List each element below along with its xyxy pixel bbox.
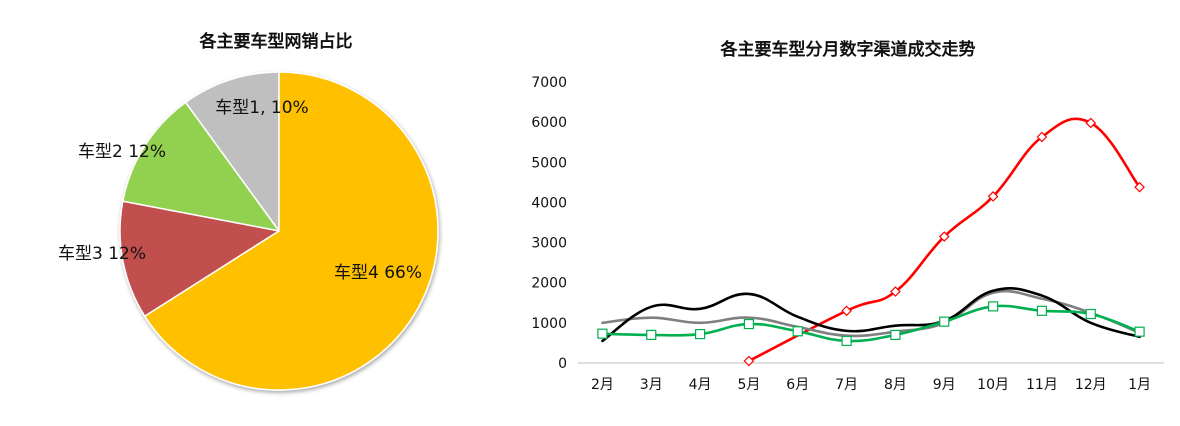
pie-title: 各主要车型网销占比 — [199, 31, 353, 52]
data-point-marker — [1085, 308, 1096, 320]
x-tick-label: 7月 — [835, 377, 858, 393]
series-lines — [601, 117, 1141, 363]
data-point-marker — [792, 326, 803, 337]
data-point-marker — [841, 305, 852, 317]
data-point-marker — [1036, 305, 1048, 316]
data-point-marker — [890, 286, 901, 297]
pie-slice-label: 车型3 12% — [58, 244, 146, 264]
x-tick-label: 9月 — [933, 377, 956, 393]
pie-slice — [121, 101, 281, 233]
pie-slice-label: 车型4 66% — [334, 263, 422, 283]
data-point-marker — [841, 335, 852, 347]
y-tick-label: 7000 — [531, 75, 567, 91]
data-point-marker — [743, 318, 755, 330]
line-title: 各主要车型分月数字渠道成交走势 — [720, 39, 976, 60]
data-point-marker — [987, 191, 999, 202]
y-tick-label: 5000 — [531, 155, 567, 171]
y-tick-label: 0 — [558, 356, 567, 372]
data-point-marker — [1134, 326, 1145, 337]
data-point-marker — [646, 329, 657, 340]
pie-labels: 车型1, 10% 车型2 12% 车型3 12% 车型4 66% — [58, 98, 422, 283]
x-tick-label: 12月 — [1075, 377, 1107, 393]
x-tick-label: 1月 — [1128, 377, 1151, 393]
data-point-marker — [1134, 181, 1145, 193]
x-tick-label: 4月 — [689, 377, 712, 393]
series-markers — [597, 117, 1145, 367]
data-point-marker — [1036, 131, 1048, 143]
y-tick-label: 3000 — [531, 236, 567, 252]
pie-slice — [119, 200, 282, 318]
data-point-marker — [987, 301, 999, 312]
data-point-marker — [694, 328, 706, 340]
x-tick-label: 2月 — [591, 377, 614, 393]
data-point-marker — [1085, 117, 1097, 129]
data-point-marker — [939, 316, 950, 327]
x-tick-label: 10月 — [977, 377, 1009, 393]
pie-chart: 各主要车型网销占比 车型1, 10% 车型2 12% 车型3 12% 车型4 66% — [58, 31, 439, 391]
y-tick-label: 2000 — [531, 276, 567, 292]
data-point-marker — [597, 328, 608, 339]
x-tick-label: 8月 — [884, 377, 907, 393]
series-line — [601, 287, 1141, 343]
y-tick-label: 1000 — [531, 316, 567, 332]
x-axis: 2月 3月 4月 5月 6月 7月 8月 9月 10月 11月 12月 1月 — [591, 377, 1151, 393]
data-point-marker — [938, 231, 950, 242]
y-tick-label: 4000 — [531, 195, 567, 211]
pie-slice — [143, 71, 439, 391]
x-tick-label: 3月 — [640, 377, 663, 393]
pie-slice — [184, 71, 280, 234]
line-chart: 各主要车型分月数字渠道成交走势 0 1000 2000 3000 4000 5000 600… — [531, 39, 1164, 393]
x-tick-label: 5月 — [737, 377, 760, 393]
pie-slices — [119, 71, 439, 391]
data-point-marker — [743, 355, 755, 367]
pie-slice-label: 车型1, 10% — [215, 98, 308, 118]
x-tick-label: 11月 — [1026, 377, 1058, 393]
y-axis: 0 1000 2000 3000 4000 5000 6000 7000 — [531, 75, 567, 372]
series-line — [601, 289, 1141, 338]
pie-slice-label: 车型2 12% — [78, 142, 166, 162]
data-point-marker — [890, 329, 901, 340]
y-tick-label: 6000 — [531, 115, 567, 131]
x-tick-label: 6月 — [786, 377, 809, 393]
